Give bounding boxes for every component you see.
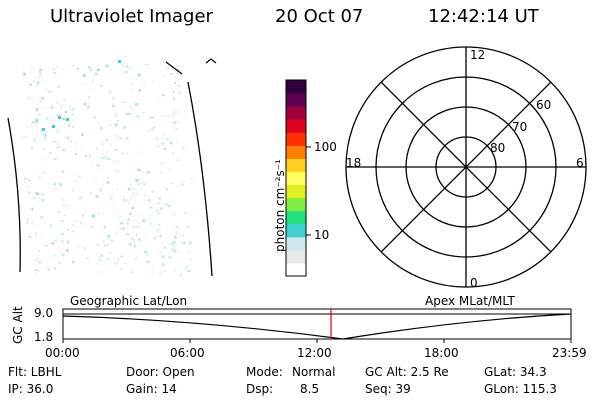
- timeline-x-tick-1200: 12:00: [297, 346, 332, 360]
- footer-glat: GLat: 34.3: [484, 365, 547, 379]
- colorbar-segment: [286, 249, 306, 264]
- mlt-label-18: 18: [346, 156, 362, 170]
- footer-mode-value: Normal: [292, 365, 336, 379]
- timeline-ticks: [62, 339, 572, 343]
- colorbar-frame: [285, 79, 307, 277]
- image-right-boundary: [187, 81, 213, 277]
- mlt-label-6: 6: [576, 156, 584, 170]
- colorbar-segment: [286, 158, 306, 172]
- timeline-right-title: Apex MLat/MLT: [425, 294, 515, 308]
- image-left-boundary: [7, 117, 21, 273]
- timeline-y-axis-label: GC Alt: [11, 306, 25, 344]
- footer-filter: Flt: LBHL: [8, 365, 62, 379]
- colorbar-unit-label: photon cm⁻²s⁻¹: [273, 159, 287, 252]
- colorbar-segment: [286, 210, 306, 225]
- mlat-label-80: 80: [490, 141, 506, 155]
- colorbar-segment: [286, 223, 306, 238]
- footer-glon: GLon: 115.3: [484, 382, 557, 396]
- mlat-label-70: 70: [512, 120, 528, 134]
- instrument-title: Ultraviolet Imager: [50, 6, 213, 27]
- colorbar-segment: [286, 93, 306, 107]
- timeline-x-tick-2359: 23:59: [552, 346, 587, 360]
- colorbar-segment: [286, 119, 306, 133]
- mlat-label-60: 60: [536, 98, 552, 112]
- colorbar: [286, 80, 306, 277]
- polar-grid: [345, 46, 587, 288]
- footer-dsp-label: Dsp:: [246, 382, 274, 396]
- date-label: 20 Oct 07: [275, 6, 364, 27]
- colorbar-segment: [286, 145, 306, 159]
- uv-image-emission: [22, 60, 193, 276]
- colorbar-segment: [286, 236, 306, 251]
- mlt-label-0: 0: [470, 276, 478, 290]
- time-label: 12:42:14 UT: [428, 6, 539, 27]
- colorbar-label-100: 100: [314, 140, 337, 154]
- image-top-mark: [165, 61, 183, 75]
- colorbar-segment: [286, 184, 306, 199]
- timeline-x-tick-0600: 06:00: [170, 346, 205, 360]
- footer-gc-alt: GC Alt: 2.5 Re: [365, 365, 449, 379]
- timeline-x-tick-0000: 00:00: [45, 346, 80, 360]
- footer-mode-label: Mode:: [246, 365, 283, 379]
- colorbar-segment: [286, 106, 306, 120]
- colorbar-segment: [286, 197, 306, 212]
- timeline-y-tick-high: 9.0: [34, 306, 54, 320]
- footer-dsp-value: 8.5: [300, 382, 320, 396]
- colorbar-segment: [286, 262, 306, 277]
- footer-ip: IP: 36.0: [8, 382, 54, 396]
- timeline-y-tick-low: 1.8: [34, 330, 54, 344]
- timeline-x-tick-1800: 18:00: [424, 346, 459, 360]
- altitude-curve: [62, 313, 572, 340]
- footer-gain: Gain: 14: [126, 382, 177, 396]
- colorbar-segment: [286, 132, 306, 146]
- footer-door: Door: Open: [126, 365, 195, 379]
- image-top-caret: [205, 58, 217, 64]
- colorbar-label-10: 10: [314, 228, 330, 242]
- timeline-left-title: Geographic Lat/Lon: [70, 294, 188, 308]
- mlt-label-12: 12: [470, 48, 486, 62]
- footer-seq: Seq: 39: [365, 382, 411, 396]
- colorbar-segment: [286, 171, 306, 186]
- colorbar-segment: [286, 80, 306, 94]
